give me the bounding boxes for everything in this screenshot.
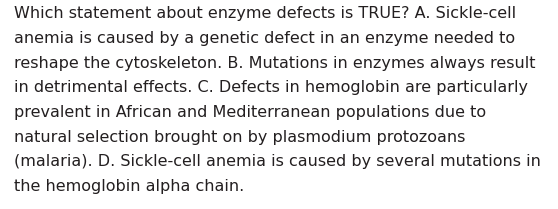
Text: natural selection brought on by plasmodium protozoans: natural selection brought on by plasmodi…: [14, 130, 465, 145]
Text: Which statement about enzyme defects is TRUE? A. Sickle-cell: Which statement about enzyme defects is …: [14, 6, 516, 21]
Text: prevalent in African and Mediterranean populations due to: prevalent in African and Mediterranean p…: [14, 105, 486, 120]
Text: reshape the cytoskeleton. B. Mutations in enzymes always result: reshape the cytoskeleton. B. Mutations i…: [14, 56, 536, 71]
Text: anemia is caused by a genetic defect in an enzyme needed to: anemia is caused by a genetic defect in …: [14, 31, 515, 46]
Text: (malaria). D. Sickle-cell anemia is caused by several mutations in: (malaria). D. Sickle-cell anemia is caus…: [14, 154, 541, 169]
Text: the hemoglobin alpha chain.: the hemoglobin alpha chain.: [14, 179, 244, 194]
Text: in detrimental effects. C. Defects in hemoglobin are particularly: in detrimental effects. C. Defects in he…: [14, 80, 528, 95]
